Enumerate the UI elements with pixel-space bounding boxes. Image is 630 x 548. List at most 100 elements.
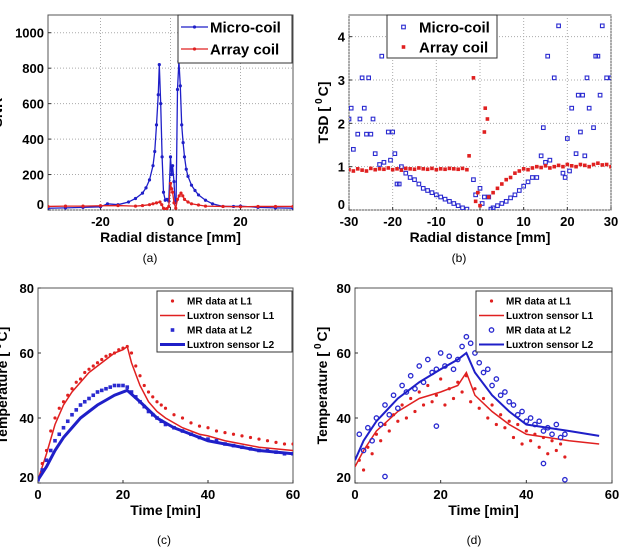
data-point (379, 439, 383, 443)
data-point (95, 361, 100, 365)
data-point (551, 75, 557, 81)
data-point (597, 92, 603, 98)
y-axis-label-text: Temperature [ (314, 352, 330, 445)
data-point (91, 364, 95, 368)
data-point (591, 162, 596, 167)
data-point (477, 185, 483, 191)
data-point (403, 166, 408, 171)
data-point (450, 366, 457, 373)
x-tick-label: -30 (340, 214, 359, 229)
data-point (484, 366, 491, 373)
y-axis-label-superscript: 0 (313, 343, 324, 349)
data-point (472, 350, 478, 356)
data-point (562, 476, 568, 483)
x-axis-label: Radial distance [mm] (100, 229, 241, 245)
data-point (356, 431, 363, 438)
data-point (504, 177, 508, 182)
data-point (394, 405, 401, 412)
data-point (349, 167, 351, 172)
data-point (221, 204, 225, 209)
series-layer (38, 344, 293, 482)
data-point (163, 406, 168, 410)
data-point (399, 382, 405, 389)
y-tick-label: 40 (20, 411, 34, 426)
data-point (562, 431, 568, 438)
data-point (519, 408, 525, 415)
series-layer (48, 59, 293, 210)
data-point (196, 193, 201, 197)
y-tick-label: 2 (338, 116, 345, 131)
data-point (563, 455, 567, 459)
y-axis-label: SNR (0, 98, 5, 128)
data-point (48, 448, 53, 453)
data-point (447, 166, 452, 171)
data-point (494, 422, 498, 427)
data-point (574, 164, 578, 169)
data-point (499, 413, 503, 417)
data-point (486, 195, 491, 199)
data-point (104, 386, 108, 391)
x-tick-label: 0 (34, 487, 41, 502)
y-tick-label: 1000 (15, 26, 44, 41)
data-point (87, 367, 91, 371)
data-point (386, 166, 391, 170)
series-line (355, 351, 600, 461)
y-tick-label: 80 (20, 281, 34, 296)
data-point (197, 424, 202, 428)
data-point (91, 393, 96, 398)
data-point (65, 419, 70, 424)
data-point (482, 130, 487, 134)
data-point (471, 177, 476, 183)
data-point (604, 75, 609, 81)
data-point (511, 435, 516, 440)
data-point (291, 204, 293, 209)
data-point (174, 206, 178, 210)
y-axis-label-text: SNR (0, 98, 5, 128)
data-point (399, 168, 404, 172)
data-point (377, 162, 382, 167)
series-line (38, 345, 293, 480)
data-point (369, 437, 375, 444)
data-point (248, 435, 253, 440)
legend-item: Array coil (181, 41, 279, 58)
data-point (460, 205, 465, 210)
legend-label: Luxtron sensor L2 (506, 340, 594, 351)
data-point (49, 429, 53, 433)
data-point (70, 387, 74, 391)
data-point (144, 186, 148, 190)
y-tick-label: 40 (337, 411, 351, 426)
data-point (587, 164, 591, 169)
data-point (503, 198, 509, 204)
data-point (140, 191, 145, 195)
data-point (373, 167, 377, 172)
series-layer (355, 333, 600, 483)
data-point (539, 165, 543, 170)
data-point (121, 383, 125, 388)
data-point (467, 340, 474, 347)
data-point (203, 198, 208, 202)
data-point (543, 164, 548, 168)
series-micro-coil (349, 23, 611, 210)
x-axis-label: Time [min] (448, 502, 519, 518)
data-point (549, 431, 555, 438)
data-point (98, 204, 103, 208)
y-tick-label: 80 (337, 281, 351, 296)
data-point (573, 151, 579, 157)
x-tick-label: 0 (351, 487, 358, 502)
legend-marker (170, 328, 175, 332)
data-point (495, 203, 500, 209)
data-point (368, 131, 374, 137)
data-point (609, 164, 611, 169)
data-point (53, 416, 57, 420)
series-luxtron-sensor-l2 (38, 388, 293, 481)
data-point (396, 181, 402, 187)
data-point (455, 203, 461, 209)
data-point (421, 167, 426, 171)
data-point (451, 396, 456, 401)
data-point (502, 389, 508, 395)
legend-item: Luxtron sensor L2 (160, 340, 275, 351)
data-point (99, 388, 104, 393)
y-axis-label-superscript: 0 (314, 98, 325, 104)
data-point (491, 190, 495, 195)
data-point (169, 187, 174, 191)
